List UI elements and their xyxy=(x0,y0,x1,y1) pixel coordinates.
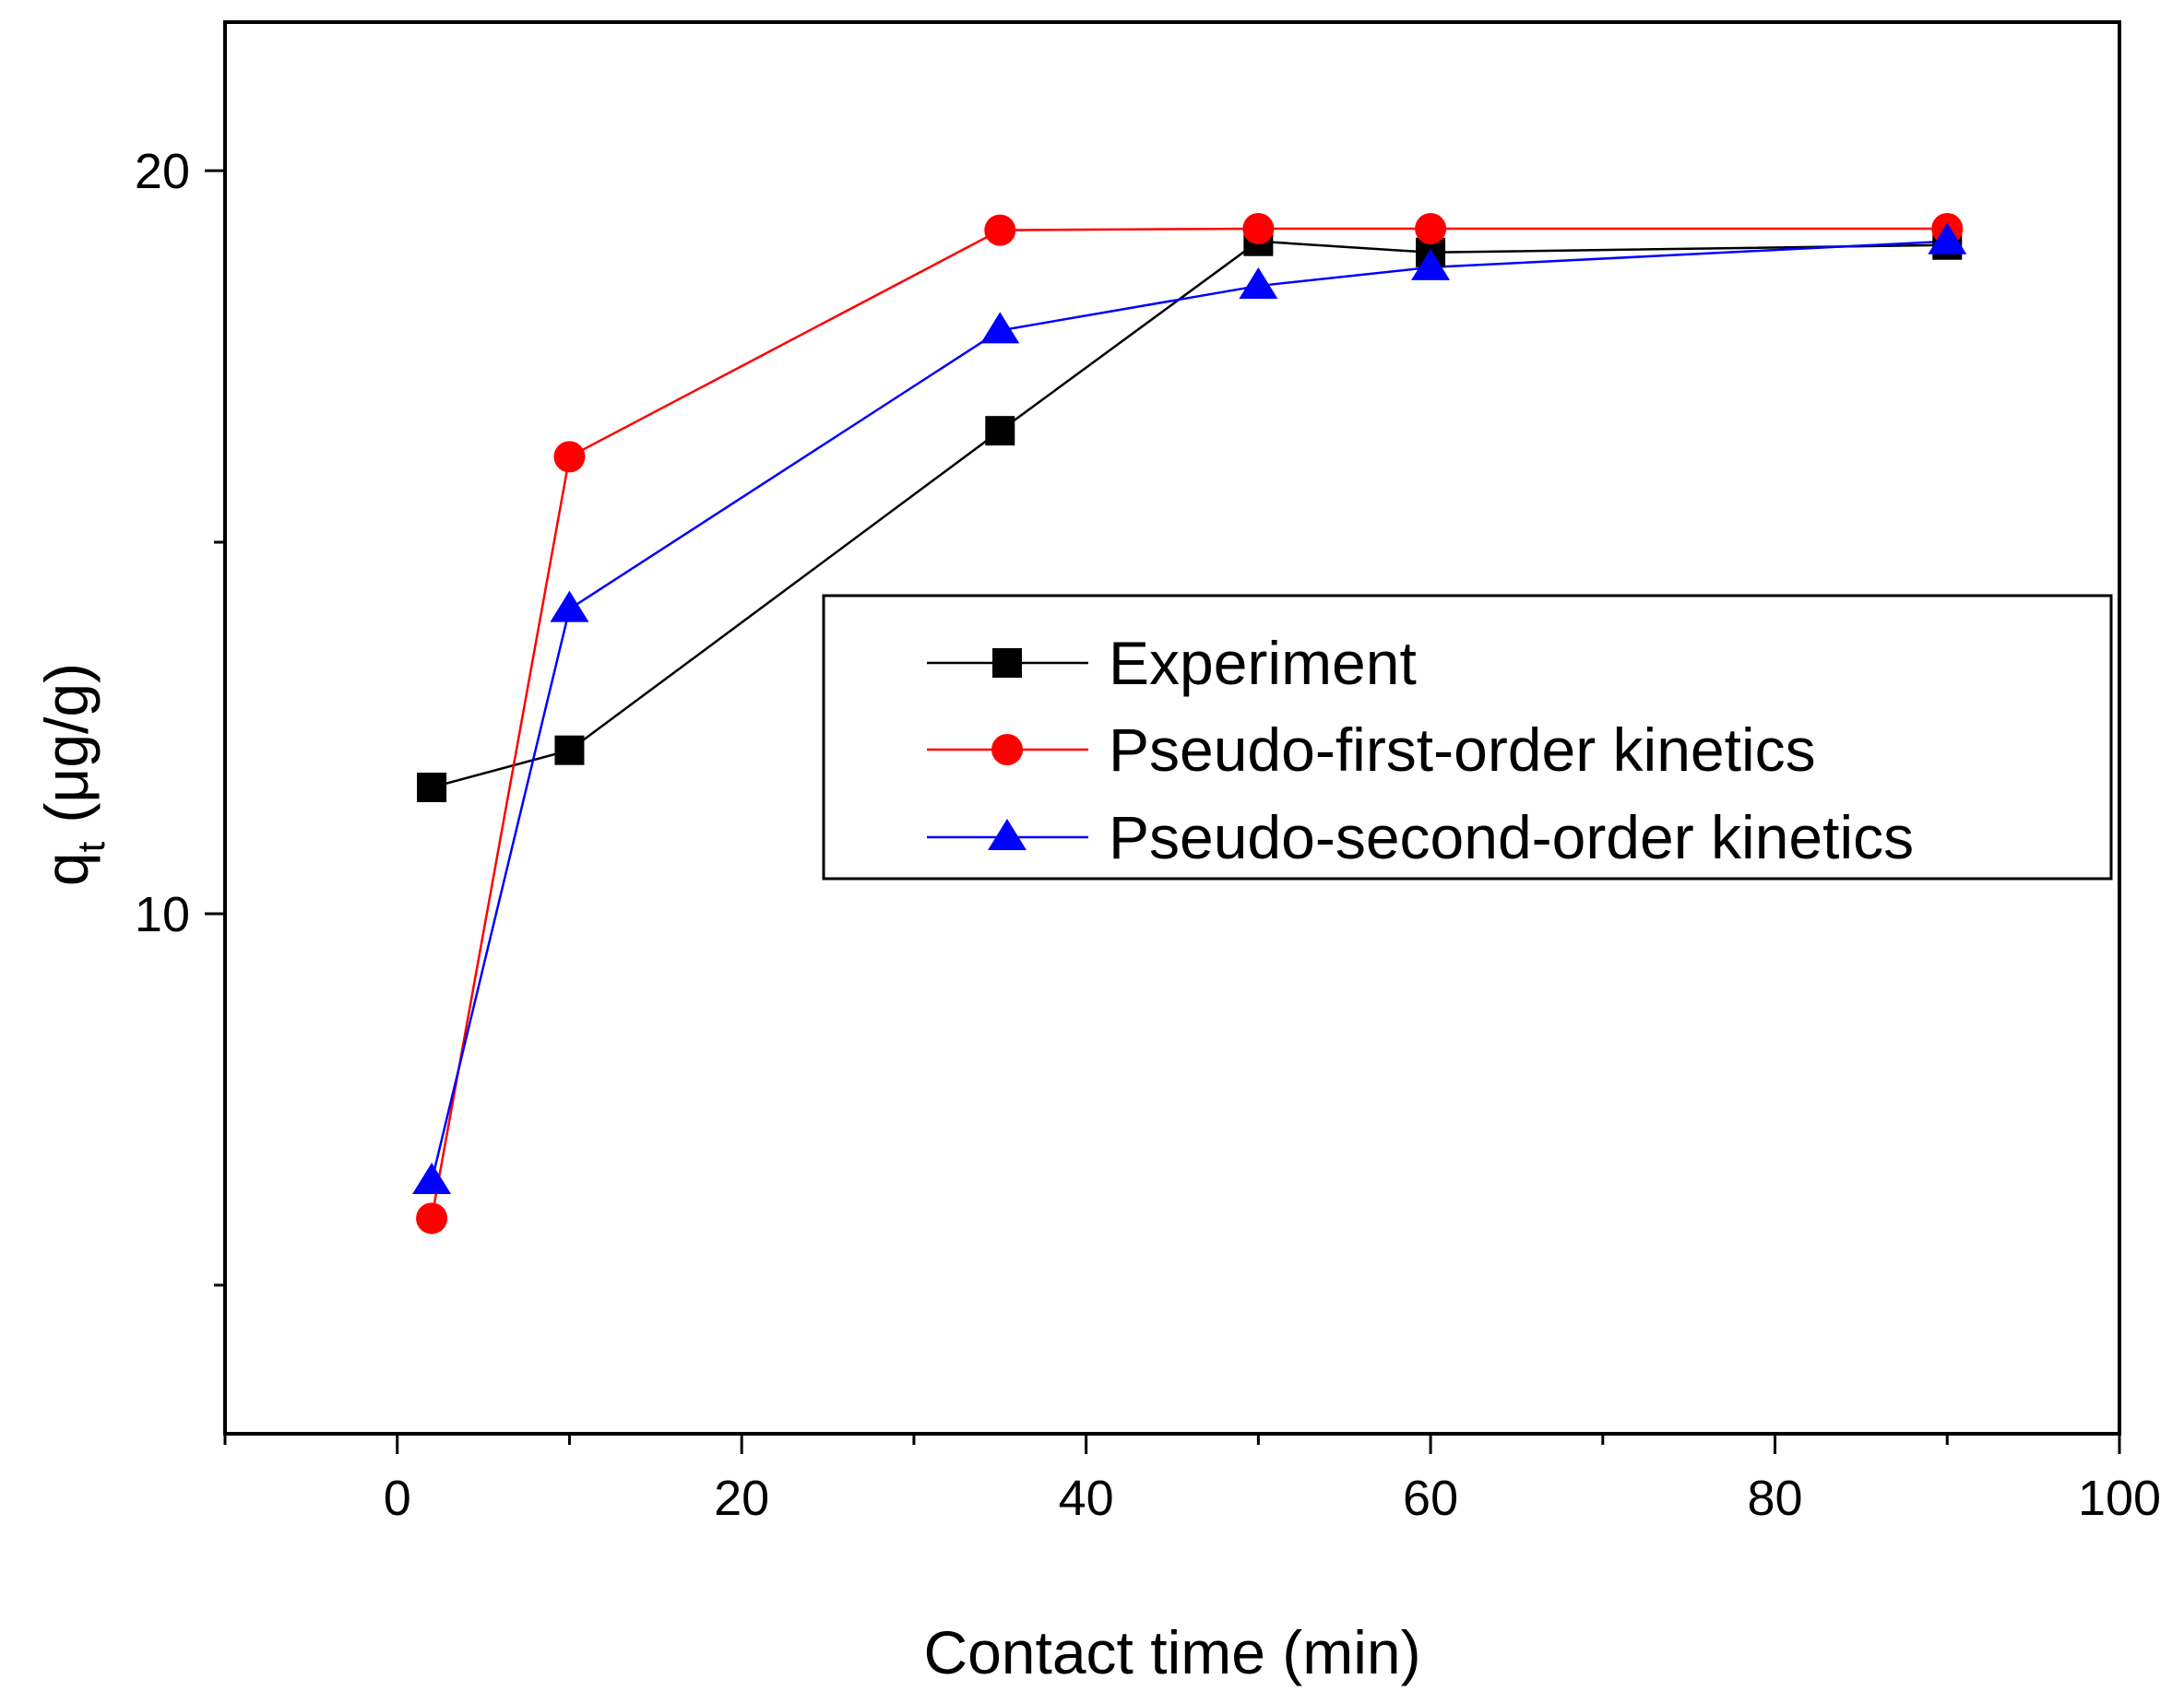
x-axis-ticks: 0 20 40 60 80 100 xyxy=(223,1434,2161,1526)
data-point-pseudo-second-order-kinetics xyxy=(1239,267,1278,300)
x-tick-label: 20 xyxy=(714,1471,769,1526)
series-line-pseudo-second-order-kinetics xyxy=(430,240,1948,1182)
series-line-experiment xyxy=(431,240,1948,789)
data-point-pseudo-second-order-kinetics xyxy=(550,590,589,622)
legend-label-pseudo-second-order: Pseudo-second-order kinetics xyxy=(1109,803,1914,871)
y-axis-title-subscript: t xyxy=(69,841,113,852)
x-tick-label: 0 xyxy=(384,1471,411,1526)
legend-box xyxy=(822,594,2113,881)
legend: Experiment Pseudo-first-order kinetics P… xyxy=(822,594,2113,881)
legend-marker-pseudo-first-order xyxy=(991,734,1023,765)
y-axis-ticks: 10 20 xyxy=(135,144,225,1287)
data-point-pseudo-second-order-kinetics xyxy=(412,1163,452,1195)
y-tick-label: 10 xyxy=(135,887,190,942)
data-point-experiment xyxy=(554,735,585,765)
y-axis-title-unit: (μg/g) xyxy=(32,663,101,823)
legend-label-experiment: Experiment xyxy=(1109,629,1417,697)
data-point-pseudo-first-order-kinetics xyxy=(1415,213,1447,245)
x-axis-title: Contact time (min) xyxy=(923,1618,1420,1686)
series-line-pseudo-first-order-kinetics xyxy=(430,227,1948,1219)
data-point-pseudo-first-order-kinetics xyxy=(416,1202,448,1235)
x-tick-label: 100 xyxy=(2078,1471,2161,1526)
data-point-experiment xyxy=(985,416,1015,446)
x-tick-label: 80 xyxy=(1748,1471,1803,1526)
x-tick-label: 40 xyxy=(1059,1471,1114,1526)
y-tick-label: 20 xyxy=(135,144,190,199)
plot-area-frame xyxy=(223,20,2121,1436)
legend-marker-experiment xyxy=(992,648,1022,678)
data-point-pseudo-first-order-kinetics xyxy=(1242,213,1275,245)
y-axis-title: qt (μg/g) xyxy=(32,663,113,886)
data-point-pseudo-second-order-kinetics xyxy=(1928,222,1967,254)
data-point-pseudo-first-order-kinetics xyxy=(984,214,1016,246)
y-axis-title-main: q xyxy=(32,852,101,886)
data-point-pseudo-second-order-kinetics xyxy=(1411,248,1451,280)
svg-text:qt(μg/g): qt (μg/g) xyxy=(32,663,113,886)
series-lines xyxy=(430,227,1948,1219)
data-point-experiment xyxy=(417,772,447,802)
data-point-pseudo-second-order-kinetics xyxy=(980,312,1020,344)
series-markers xyxy=(412,213,1967,1235)
data-point-pseudo-first-order-kinetics xyxy=(553,441,586,473)
legend-label-pseudo-first-order: Pseudo-first-order kinetics xyxy=(1109,715,1816,784)
legend-marker-pseudo-second-order xyxy=(988,819,1027,850)
x-tick-label: 60 xyxy=(1403,1471,1458,1526)
